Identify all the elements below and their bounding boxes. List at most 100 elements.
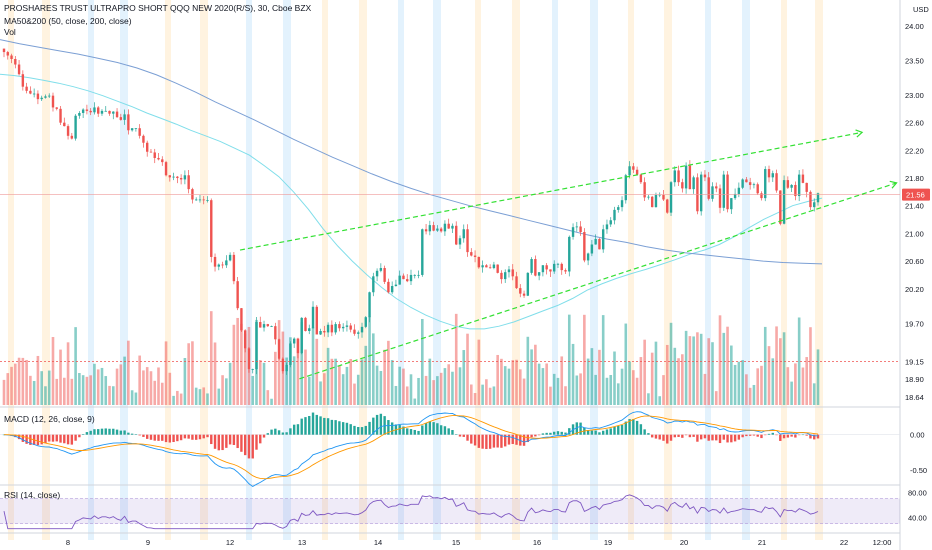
volume-bar (522, 378, 526, 405)
macd-histogram-bar (119, 430, 123, 435)
macd-histogram-bar (568, 428, 571, 435)
candle-body (560, 263, 563, 271)
macd-histogram-bar (477, 434, 481, 448)
price-tick-label: 19.15 (905, 357, 924, 366)
candle-body (549, 269, 552, 272)
candle-body (341, 326, 345, 329)
volume-bar (417, 377, 420, 405)
candle-body (601, 229, 605, 250)
volume-bar (277, 320, 281, 405)
candle-body (97, 107, 100, 114)
volume-bar (477, 339, 481, 405)
macd-histogram-bar (560, 431, 563, 435)
volume-bar (662, 375, 665, 405)
macd-histogram-bar (210, 434, 213, 445)
session-stripe (283, 0, 291, 540)
volume-bar (334, 358, 337, 405)
volume-bar (745, 374, 748, 405)
volume-bar (741, 360, 744, 405)
macd-histogram-bar (617, 425, 620, 435)
candle-body (51, 95, 55, 108)
price-tick-label: 21.80 (905, 174, 924, 183)
time-tick-label: 20 (680, 538, 688, 547)
macd-histogram-bar (650, 434, 654, 438)
macd-histogram-bar (153, 434, 156, 441)
session-stripe (590, 0, 598, 540)
macd-histogram-bar (112, 428, 115, 435)
volume-bar (172, 395, 175, 405)
macd-histogram-bar (402, 426, 405, 435)
volume-bar (191, 341, 194, 405)
volume-bar (688, 336, 692, 405)
macd-histogram-bar (737, 434, 741, 440)
volume-bar (583, 314, 586, 405)
macd-histogram-bar (500, 434, 503, 448)
trend-line (299, 182, 897, 380)
grid (0, 0, 901, 550)
volume-bar (624, 323, 628, 405)
candle-body (507, 269, 511, 273)
candle-body (813, 202, 816, 208)
macd-histogram-bar (409, 429, 413, 435)
macd-histogram-bar (232, 434, 236, 445)
macd-histogram-bar (66, 434, 70, 445)
candle-body (639, 174, 643, 183)
volume-bar (643, 339, 646, 405)
candle-body (511, 269, 514, 277)
time-tick-label: 9 (146, 538, 150, 547)
volume-bar (111, 386, 115, 405)
macd-histogram-bar (741, 434, 744, 438)
candle-body (752, 184, 756, 186)
candle-body (138, 128, 141, 136)
vol-label: Vol (4, 27, 16, 37)
macd-histogram-bar (507, 434, 511, 445)
candle-body (726, 174, 729, 210)
candle-body (635, 169, 639, 175)
candle-body (496, 264, 499, 273)
candle-body (383, 268, 386, 282)
volume-bar (534, 344, 537, 405)
candle-body (650, 196, 654, 208)
macd-histogram-bar (730, 434, 733, 443)
volume-bar (29, 375, 32, 405)
candle-body (586, 253, 590, 261)
volume-bar (439, 372, 443, 405)
volume-bar (338, 365, 341, 405)
macd-histogram-bar (816, 434, 820, 439)
volume-bar (149, 371, 153, 405)
candle-body (771, 173, 774, 178)
macd-histogram-bar (311, 412, 315, 435)
candle-body (187, 175, 190, 190)
volume-bar (194, 387, 198, 405)
macd-histogram-bar (752, 434, 756, 436)
session-stripe (120, 0, 128, 540)
candle-body (44, 96, 47, 98)
candle-body (243, 330, 247, 349)
candle-body (782, 180, 786, 224)
volume-bar (507, 368, 511, 405)
volume-bar (647, 393, 650, 405)
volume-bar (771, 358, 775, 405)
rsi-tick-label: 80.00 (908, 488, 927, 497)
volume-bar (217, 388, 221, 405)
candle-body (206, 200, 209, 201)
macd-histogram-bar (455, 434, 458, 435)
candle-body (613, 209, 616, 221)
macd-histogram-bar (760, 434, 763, 439)
volume-bar (123, 356, 126, 405)
macd-histogram-bar (308, 415, 311, 435)
macd-histogram-bar (285, 432, 288, 435)
volume-bar (579, 373, 582, 405)
volume-bar (560, 356, 564, 405)
volume-bar (319, 381, 322, 405)
volume-bar (748, 387, 752, 405)
macd-histogram-bar (556, 431, 560, 435)
volume-bar (405, 386, 409, 405)
session-stripe (512, 0, 520, 540)
macd-histogram-bar (164, 434, 168, 443)
volume-bar (100, 367, 104, 405)
time-tick-label: 8 (66, 538, 70, 547)
macd-histogram-bar (662, 434, 665, 441)
macd-histogram-bar (63, 434, 66, 444)
